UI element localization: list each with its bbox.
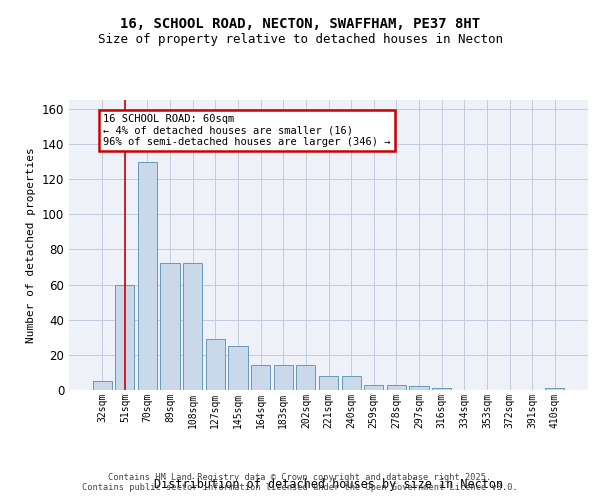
Bar — [229, 346, 248, 390]
Bar — [160, 264, 180, 390]
Bar — [432, 388, 451, 390]
Bar — [319, 376, 338, 390]
Bar — [387, 384, 406, 390]
Bar — [545, 388, 565, 390]
Bar — [409, 386, 428, 390]
Bar — [296, 366, 316, 390]
Bar — [92, 381, 112, 390]
Bar — [206, 339, 225, 390]
Bar — [183, 264, 202, 390]
Bar — [115, 284, 134, 390]
Text: Contains HM Land Registry data © Crown copyright and database right 2025.
Contai: Contains HM Land Registry data © Crown c… — [82, 473, 518, 492]
Bar — [364, 384, 383, 390]
Bar — [274, 366, 293, 390]
Y-axis label: Number of detached properties: Number of detached properties — [26, 147, 36, 343]
Bar — [341, 376, 361, 390]
Text: 16 SCHOOL ROAD: 60sqm
← 4% of detached houses are smaller (16)
96% of semi-detac: 16 SCHOOL ROAD: 60sqm ← 4% of detached h… — [103, 114, 391, 148]
X-axis label: Distribution of detached houses by size in Necton: Distribution of detached houses by size … — [154, 478, 503, 491]
Text: Size of property relative to detached houses in Necton: Size of property relative to detached ho… — [97, 33, 503, 46]
Bar — [138, 162, 157, 390]
Text: 16, SCHOOL ROAD, NECTON, SWAFFHAM, PE37 8HT: 16, SCHOOL ROAD, NECTON, SWAFFHAM, PE37 … — [120, 18, 480, 32]
Bar — [251, 366, 270, 390]
